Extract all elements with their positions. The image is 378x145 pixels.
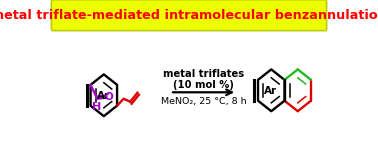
Text: Ar: Ar xyxy=(96,91,110,101)
Text: metal triflate-mediated intramolecular benzannulation: metal triflate-mediated intramolecular b… xyxy=(0,9,378,22)
Text: Ar: Ar xyxy=(264,86,277,96)
Text: O: O xyxy=(104,92,113,102)
FancyBboxPatch shape xyxy=(51,0,327,31)
Text: H: H xyxy=(92,102,101,112)
Text: metal triflates: metal triflates xyxy=(163,69,244,79)
Text: (10 mol %): (10 mol %) xyxy=(173,80,234,90)
Text: MeNO₂, 25 °C, 8 h: MeNO₂, 25 °C, 8 h xyxy=(161,97,246,106)
